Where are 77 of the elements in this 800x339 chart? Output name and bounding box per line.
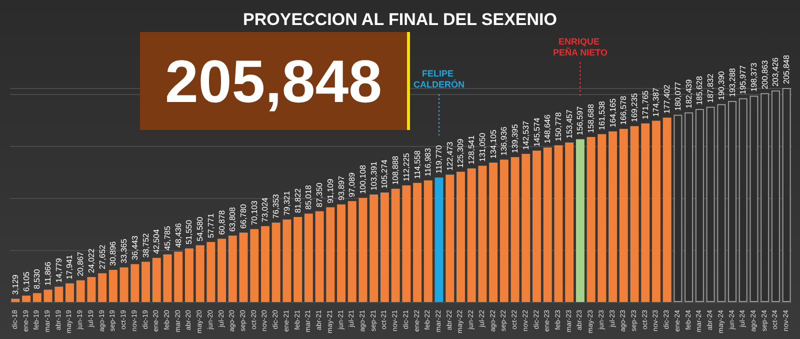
data-label: 105,274 — [380, 159, 390, 189]
data-label: 87,350 — [315, 182, 324, 208]
data-label: 148,646 — [543, 114, 552, 144]
data-label: 51,550 — [184, 219, 194, 244]
annotation: ENRIQUE PEÑA NIETO — [552, 36, 608, 58]
data-label: 45,785 — [162, 225, 172, 250]
data-label: 100,108 — [358, 164, 368, 194]
data-label: 42,504 — [152, 228, 162, 254]
data-label: 38,752 — [141, 232, 150, 258]
data-label: 33,365 — [120, 238, 129, 264]
data-label: 174,387 — [652, 87, 661, 117]
data-label: 150,778 — [554, 112, 563, 142]
data-label: 97,089 — [348, 172, 357, 198]
data-label: 125,309 — [456, 138, 466, 168]
data-label: 187,832 — [706, 73, 716, 103]
data-label: 85,018 — [304, 184, 314, 210]
data-label: 128,541 — [467, 134, 476, 164]
chart-title: PROYECCION AL FINAL DEL SEXENIO — [243, 10, 557, 29]
data-label: 27,652 — [98, 244, 107, 270]
data-label: 108,888 — [391, 155, 400, 185]
data-label: 142,537 — [521, 120, 530, 150]
data-label: 79,321 — [282, 190, 292, 216]
data-label: 190,390 — [716, 70, 726, 100]
data-label: 114,558 — [412, 150, 422, 179]
number-box: 205,848 — [140, 32, 410, 130]
data-label: 119,770 — [434, 144, 444, 174]
data-label: 73,024 — [260, 197, 270, 222]
data-label: 131,050 — [478, 132, 487, 162]
data-label: 3,129 — [10, 274, 20, 295]
data-label: 60,878 — [217, 210, 226, 235]
data-label: 158,688 — [586, 104, 596, 134]
data-label: 8,530 — [32, 268, 42, 290]
data-label: 122,473 — [445, 141, 454, 171]
data-label: 161,538 — [597, 100, 606, 130]
data-label: 30,896 — [108, 240, 118, 266]
data-label: 153,457 — [564, 108, 574, 138]
data-label: 14,779 — [54, 258, 64, 283]
data-label: 166,578 — [619, 95, 628, 125]
data-label: 193,288 — [728, 68, 737, 98]
data-label: 17,941 — [65, 254, 74, 280]
data-label: 57,771 — [206, 212, 216, 238]
annotation: FELIPE CALDERÓN — [414, 68, 465, 90]
data-label: 24,022 — [86, 248, 96, 274]
data-label: 205,848 — [782, 54, 792, 84]
data-label: 164,165 — [608, 98, 618, 128]
data-label: 180,077 — [673, 81, 682, 111]
data-label: 112,225 — [402, 152, 411, 182]
data-label: 11,866 — [44, 261, 53, 286]
data-label: 20,867 — [76, 251, 86, 276]
data-label: 134,105 — [488, 129, 498, 159]
data-label: 177,402 — [662, 84, 672, 114]
data-label: 54,580 — [196, 216, 205, 242]
data-label: 63,808 — [228, 206, 238, 232]
data-label: 200,863 — [760, 60, 770, 90]
data-label: 70,103 — [250, 200, 259, 226]
data-label: 198,373 — [749, 62, 758, 92]
data-label: 6,105 — [22, 271, 31, 292]
data-label: 145,574 — [532, 117, 542, 147]
data-label: 171,765 — [640, 90, 650, 120]
data-label: 76,353 — [272, 194, 281, 219]
data-label: 182,439 — [684, 78, 694, 108]
data-label: 195,977 — [738, 64, 748, 94]
annotation: 205,848 — [165, 46, 382, 116]
data-label: 93,897 — [336, 175, 346, 200]
data-label: 36,443 — [130, 235, 140, 260]
data-label: 103,391 — [369, 161, 378, 191]
data-label: 116,983 — [424, 148, 433, 176]
data-label: 139,395 — [510, 124, 520, 154]
data-label: 91,109 — [326, 178, 335, 204]
data-label: 156,597 — [576, 106, 585, 136]
data-label: 81,822 — [293, 188, 302, 213]
data-label: 203,426 — [771, 57, 780, 87]
data-label: 66,780 — [239, 204, 248, 229]
data-label: 185,628 — [695, 76, 704, 106]
data-label: 48,436 — [174, 222, 183, 248]
data-label: 169,235 — [630, 92, 640, 122]
data-label: 136,936 — [500, 126, 509, 156]
